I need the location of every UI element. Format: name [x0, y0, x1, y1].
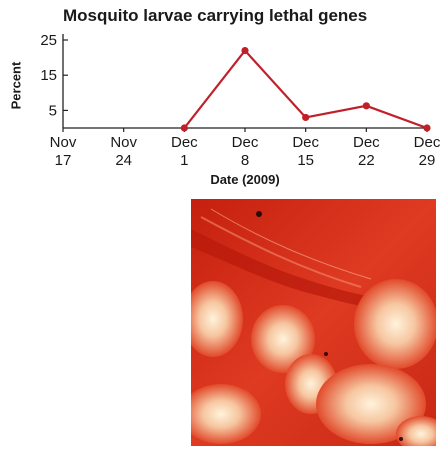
x-tick-label-day: 22: [358, 152, 375, 169]
data-point: [362, 102, 370, 110]
chart-title: Mosquito larvae carrying lethal genes: [63, 6, 368, 25]
larvae-micrograph-image: [191, 199, 436, 446]
x-tick-label-day: 29: [419, 152, 436, 169]
x-tick-label-month: Dec: [353, 134, 380, 151]
x-tick-label-day: 17: [55, 152, 72, 169]
x-tick-label-month: Dec: [232, 134, 259, 151]
data-point: [241, 46, 249, 55]
data-point: [423, 124, 431, 132]
x-tick-label-day: 8: [241, 152, 249, 169]
y-tick-label: 5: [49, 102, 57, 119]
x-tick-label-month: Dec: [171, 134, 198, 151]
y-tick-label: 25: [40, 32, 57, 49]
x-tick-label-day: 15: [297, 152, 314, 169]
x-tick-label-month: Nov: [50, 134, 77, 151]
y-tick-label: 15: [40, 67, 57, 84]
x-tick-label-month: Nov: [110, 134, 137, 151]
data-point: [180, 124, 188, 132]
data-point: [302, 113, 310, 122]
x-tick-label-month: Dec: [292, 134, 319, 151]
larvae-photo: [191, 199, 436, 446]
x-axis-label: Date (2009): [210, 172, 280, 187]
x-tick-label-day: 1: [180, 152, 188, 169]
x-tick-label-month: Dec: [414, 134, 441, 151]
x-tick-label-day: 24: [115, 152, 132, 169]
